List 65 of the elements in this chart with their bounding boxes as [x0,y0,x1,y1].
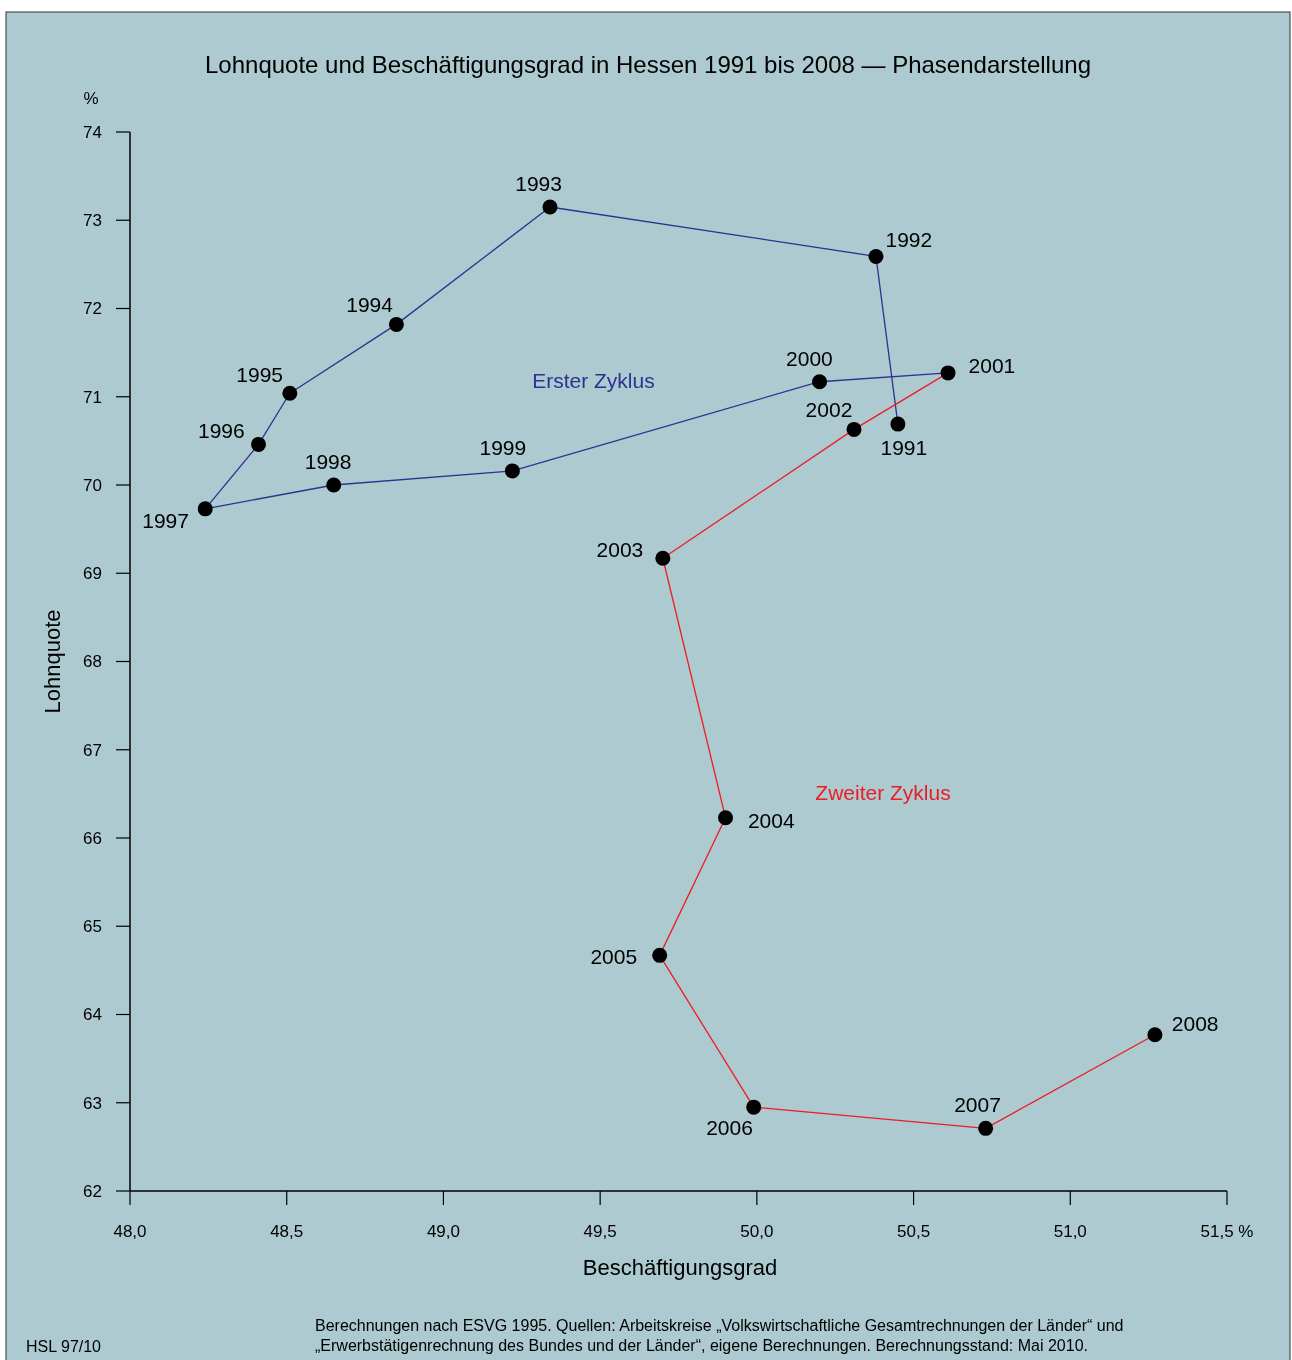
text: Berechnungen nach ESVG 1995. Quellen: Arbeitskreise „Volkswirtschaftliche Gesamtrechnungen der Länder“ und „Erwerbstätigenrechnung des Bundes und der Länder“, eigene Berechnungen. Berechnungsstand: Mai 2010. [315,1317,1124,1354]
y-tick-label: 72 [83,299,102,319]
annotation: 2008 [1171,1011,1219,1035]
annotation: 1994 [346,293,394,317]
y-tick-label: 69 [83,564,102,584]
point [388,316,404,332]
x-tick-label: 50,0 [740,1222,774,1241]
annotation: 2002 [805,397,853,421]
annotation: 2000 [786,346,833,370]
y-tick-label: 66 [83,828,102,848]
point [890,416,906,432]
y-tick-label: 70 [83,475,102,495]
text: HSL 97/10 [26,1338,102,1355]
text: % [83,89,99,108]
x-tick-label: 49,5 [583,1222,617,1241]
annotation: 1999 [479,435,527,459]
y-tick-label: 74 [83,122,102,142]
annotation: 2003 [596,537,644,561]
point [978,1120,994,1136]
y-tick-label: 62 [83,1181,102,1201]
annotation: 1998 [304,449,352,473]
annotation: 2001 [968,354,1016,378]
point [197,501,213,517]
x-axis-title: Beschäftigungsgrad [582,1255,778,1280]
y-axis-title: Lohnquote [40,609,65,714]
y-tick-label: 71 [83,387,102,407]
series-label: Erster Zyklus [532,369,655,393]
x-tick-label: 50,5 [897,1222,931,1241]
point [868,248,884,264]
annotation: 1996 [198,418,245,442]
annotation: 1991 [880,436,928,460]
annotation: 2005 [590,945,638,969]
text: Zweiter Zyklus [815,781,951,805]
point [718,810,734,826]
point [846,421,862,437]
chart-title: Lohnquote und Beschäftigungsgrad in Hessen 1991 bis 2008 — Phasendarstellung [205,51,1091,78]
y-tick-label: 67 [83,740,102,760]
point [940,365,956,381]
x-tick-label: 48,5 [270,1222,304,1241]
point [251,436,267,452]
point [542,199,558,215]
y-tick-label: 65 [83,917,102,937]
y-tick-label: 73 [83,211,102,231]
x-tick-label: 51,5 % [1200,1222,1254,1241]
point [746,1099,762,1115]
point [326,477,342,493]
point [504,463,520,479]
x-tick-label: 49,0 [426,1222,460,1241]
point [812,374,828,390]
annotation: 1992 [885,227,933,251]
annotation: 2007 [954,1093,1001,1117]
annotation: 2006 [706,1115,753,1139]
point [655,550,671,566]
point [652,947,668,963]
y-tick-label: 63 [83,1093,102,1113]
annotation: 1997 [142,509,189,533]
point [1147,1027,1163,1043]
x-tick-label: 51,0 [1053,1222,1087,1241]
y-tick-label: 68 [83,652,102,672]
annotation: 1995 [236,363,284,387]
point [282,385,298,401]
annotation: 1993 [515,172,562,196]
annotation: 2004 [747,808,795,832]
x-tick-label: 48,0 [113,1222,147,1241]
y-tick-label: 64 [83,1005,102,1025]
